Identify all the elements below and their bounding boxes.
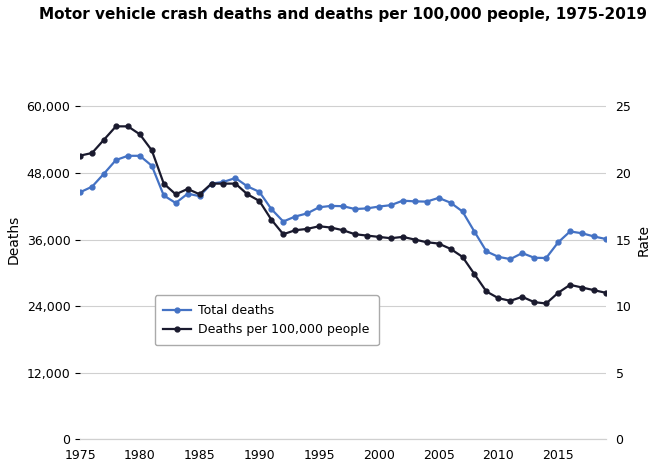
Y-axis label: Rate: Rate: [637, 224, 651, 256]
Deaths per 100,000 people: [303, 226, 311, 232]
Deaths per 100,000 people: [519, 294, 526, 300]
Total deaths: [255, 189, 263, 195]
Total deaths: [184, 191, 191, 197]
Total deaths: [136, 153, 144, 159]
Deaths per 100,000 people: [530, 299, 538, 305]
Total deaths: [76, 189, 84, 195]
Deaths per 100,000 people: [327, 225, 335, 230]
Total deaths: [482, 249, 490, 254]
Total deaths: [387, 202, 395, 208]
Deaths per 100,000 people: [220, 181, 228, 187]
Deaths per 100,000 people: [124, 123, 132, 129]
Deaths per 100,000 people: [148, 148, 156, 153]
Total deaths: [507, 256, 515, 262]
Deaths per 100,000 people: [459, 254, 467, 260]
Deaths per 100,000 people: [136, 131, 144, 137]
Deaths per 100,000 people: [435, 241, 443, 246]
Deaths per 100,000 people: [184, 186, 191, 192]
Deaths per 100,000 people: [112, 123, 120, 129]
Deaths per 100,000 people: [100, 137, 108, 143]
Deaths per 100,000 people: [447, 246, 455, 252]
Total deaths: [375, 204, 383, 209]
Total deaths: [88, 184, 96, 189]
Total deaths: [112, 157, 120, 163]
Deaths per 100,000 people: [375, 234, 383, 240]
Deaths per 100,000 people: [590, 287, 598, 293]
Deaths per 100,000 people: [494, 295, 502, 301]
Deaths per 100,000 people: [267, 217, 275, 222]
Deaths per 100,000 people: [255, 198, 263, 204]
Total deaths: [411, 198, 418, 204]
Deaths per 100,000 people: [387, 235, 395, 241]
Total deaths: [315, 204, 323, 210]
Total deaths: [542, 255, 550, 261]
Total deaths: [232, 175, 240, 181]
Total deaths: [578, 230, 586, 236]
Total deaths: [243, 183, 251, 189]
Deaths per 100,000 people: [195, 191, 203, 197]
Deaths per 100,000 people: [160, 181, 168, 187]
Total deaths: [554, 240, 562, 245]
Deaths per 100,000 people: [232, 181, 240, 187]
Deaths per 100,000 people: [554, 290, 562, 295]
Deaths per 100,000 people: [315, 223, 323, 229]
Line: Total deaths: Total deaths: [78, 153, 609, 262]
Total deaths: [339, 204, 347, 209]
Total deaths: [351, 206, 359, 212]
Y-axis label: Deaths: Deaths: [7, 215, 21, 264]
Total deaths: [459, 209, 467, 214]
Deaths per 100,000 people: [76, 153, 84, 159]
Total deaths: [363, 205, 371, 211]
Deaths per 100,000 people: [399, 234, 407, 240]
Deaths per 100,000 people: [411, 237, 418, 242]
Deaths per 100,000 people: [172, 191, 180, 197]
Line: Deaths per 100,000 people: Deaths per 100,000 people: [78, 124, 609, 306]
Total deaths: [566, 228, 574, 234]
Deaths per 100,000 people: [470, 272, 478, 277]
Total deaths: [220, 179, 228, 185]
Total deaths: [470, 229, 478, 234]
Deaths per 100,000 people: [291, 227, 299, 233]
Total deaths: [494, 254, 502, 260]
Title: Motor vehicle crash deaths and deaths per 100,000 people, 1975-2019: Motor vehicle crash deaths and deaths pe…: [39, 7, 647, 22]
Legend: Total deaths, Deaths per 100,000 people: Total deaths, Deaths per 100,000 people: [155, 295, 378, 345]
Total deaths: [160, 193, 168, 198]
Total deaths: [530, 255, 538, 261]
Total deaths: [447, 200, 455, 205]
Deaths per 100,000 people: [339, 227, 347, 233]
Total deaths: [208, 181, 216, 186]
Deaths per 100,000 people: [351, 231, 359, 237]
Total deaths: [399, 198, 407, 204]
Total deaths: [124, 153, 132, 159]
Deaths per 100,000 people: [542, 301, 550, 306]
Deaths per 100,000 people: [279, 231, 287, 237]
Total deaths: [100, 171, 108, 176]
Total deaths: [279, 219, 287, 224]
Deaths per 100,000 people: [363, 233, 371, 238]
Deaths per 100,000 people: [482, 289, 490, 295]
Deaths per 100,000 people: [422, 239, 430, 245]
Total deaths: [195, 193, 203, 199]
Total deaths: [435, 195, 443, 201]
Deaths per 100,000 people: [566, 282, 574, 287]
Total deaths: [267, 206, 275, 212]
Total deaths: [303, 211, 311, 216]
Total deaths: [602, 236, 610, 242]
Total deaths: [422, 199, 430, 204]
Total deaths: [172, 200, 180, 206]
Total deaths: [519, 250, 526, 256]
Deaths per 100,000 people: [578, 285, 586, 290]
Total deaths: [327, 203, 335, 209]
Deaths per 100,000 people: [507, 298, 515, 303]
Total deaths: [590, 234, 598, 239]
Total deaths: [291, 214, 299, 219]
Deaths per 100,000 people: [243, 191, 251, 197]
Total deaths: [148, 163, 156, 168]
Deaths per 100,000 people: [208, 181, 216, 187]
Deaths per 100,000 people: [88, 150, 96, 156]
Deaths per 100,000 people: [602, 290, 610, 295]
